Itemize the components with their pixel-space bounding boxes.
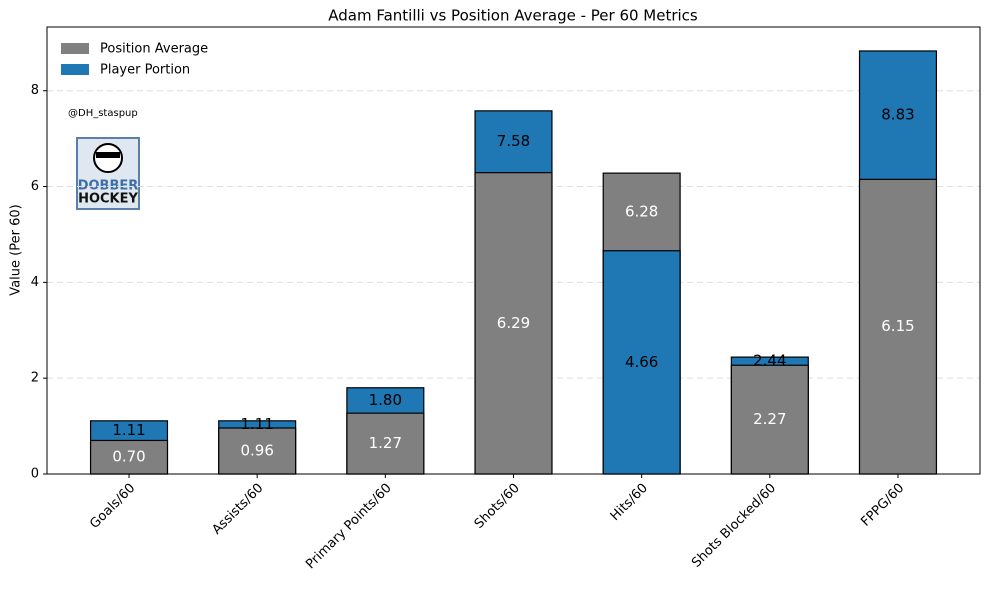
y-tick-label: 6 [31, 179, 39, 194]
y-tick-label: 0 [31, 467, 39, 482]
legend-swatch [61, 64, 89, 75]
bar [346, 412, 425, 475]
value-label: 7.58 [497, 132, 530, 150]
bar [218, 427, 297, 475]
bar [858, 178, 938, 475]
chart-title: Adam Fantilli vs Position Average - Per … [328, 7, 698, 25]
value-label: 4.66 [625, 353, 658, 371]
value-label: 0.96 [240, 442, 273, 460]
x-tick-label: Shots Blocked/60 [689, 481, 779, 571]
value-label: 0.70 [112, 448, 145, 466]
x-tick-label: Primary Points/60 [303, 481, 394, 572]
bar [602, 250, 681, 475]
y-tick-label: 2 [31, 371, 39, 386]
legend: Position Average Player Portion [61, 42, 208, 78]
value-label: 1.80 [369, 391, 402, 409]
y-tick-label: 4 [31, 275, 39, 290]
x-tick-label: Goals/60 [87, 481, 138, 532]
value-label: 1.11 [112, 421, 145, 439]
value-label: 2.44 [753, 352, 786, 370]
y-axis-label: Value (Per 60) [9, 204, 24, 295]
value-label: 6.15 [881, 317, 914, 335]
value-label: 6.29 [497, 314, 530, 332]
value-label: 1.11 [240, 415, 273, 433]
logo-text: DOBBER [78, 179, 139, 194]
x-tick-label: Assists/60 [209, 481, 266, 538]
watermark: @DH_staspup [68, 108, 138, 119]
value-label: 1.27 [369, 434, 402, 452]
plot-frame [46, 26, 981, 475]
legend-swatch [61, 43, 89, 54]
x-tick-label: FPPG/60 [858, 481, 907, 530]
legend-label: Position Average [100, 42, 208, 57]
x-tick-label: Hits/60 [608, 481, 651, 524]
legend-label: Player Portion [100, 63, 190, 78]
value-label: 8.83 [881, 106, 914, 124]
logo: DOBBER HOCKEY [76, 137, 140, 210]
y-tick-label: 8 [31, 83, 39, 98]
x-tick-label: Shots/60 [472, 481, 523, 532]
value-label: 2.27 [753, 410, 786, 428]
logo-text: HOCKEY [78, 192, 138, 207]
value-label: 6.28 [625, 202, 658, 220]
bar [474, 172, 553, 475]
